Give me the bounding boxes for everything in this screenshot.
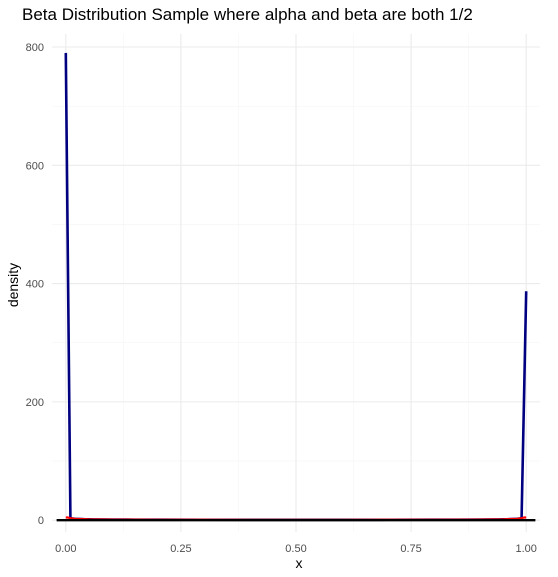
x-tick-labels: 0.00 0.25 0.50 0.75 1.00 [55,543,537,555]
series-layer [56,52,536,522]
y-axis-title: density [5,263,21,307]
y-tick-label: 400 [26,279,44,291]
y-tick-labels: 0 200 400 600 800 [26,42,44,527]
x-tick-label: 0.25 [170,543,191,555]
x-tick-label: 0.75 [400,543,421,555]
y-tick-label: 0 [38,515,44,527]
y-tick-label: 200 [26,397,44,409]
y-tick-label: 600 [26,160,44,172]
major-gridlines [52,34,540,532]
x-tick-label: 1.00 [515,543,536,555]
x-axis-title: x [296,555,303,571]
y-tick-label: 800 [26,42,44,54]
chart-title: Beta Distribution Sample where alpha and… [22,5,473,24]
x-tick-label: 0.00 [55,543,76,555]
x-tick-label: 0.50 [285,543,306,555]
